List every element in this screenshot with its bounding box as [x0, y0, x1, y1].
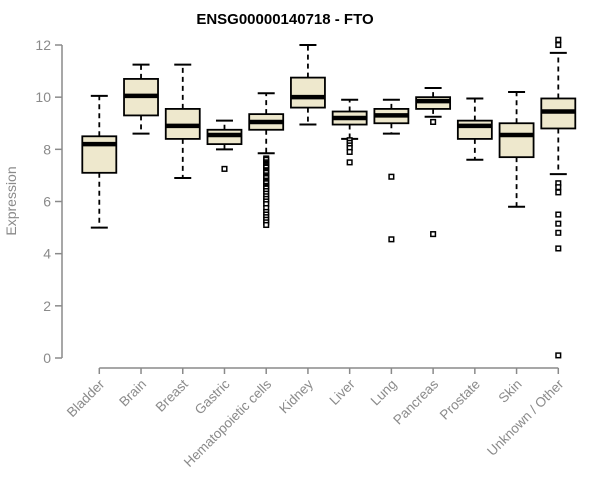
outlier-point	[555, 229, 562, 236]
box-pancreas	[415, 87, 452, 238]
x-category-label-breast: Breast	[153, 376, 191, 414]
box-kidney	[290, 44, 326, 126]
y-tick-label-8: 8	[43, 141, 51, 157]
outlier-point	[555, 41, 562, 49]
y-axis-label: Expression	[3, 166, 19, 235]
x-category-label-wrap: Gastric	[192, 376, 233, 417]
outlier-point	[555, 220, 562, 227]
x-category-label-wrap: Pancreas	[390, 376, 441, 427]
outlier-point	[555, 184, 562, 191]
box-gastric	[206, 119, 243, 172]
x-category-label-brain: Brain	[116, 377, 149, 410]
x-category-label-wrap: Prostate	[437, 377, 483, 423]
chart-title: ENSG00000140718 - FTO	[196, 11, 374, 28]
x-category-label-wrap: Liver	[326, 376, 358, 408]
y-tick-label-10: 10	[35, 89, 51, 105]
outlier-point	[388, 173, 395, 180]
outlier-point	[555, 352, 562, 359]
x-category-label-wrap: Unknown / Other	[484, 376, 567, 459]
box-lung	[373, 98, 410, 243]
x-category-label-unknown-other: Unknown / Other	[484, 376, 567, 459]
box-skin	[498, 90, 535, 208]
x-category-label-prostate: Prostate	[437, 377, 483, 423]
y-tick-label-6: 6	[43, 194, 51, 210]
x-category-label-kidney: Kidney	[276, 376, 316, 416]
outlier-point	[555, 245, 562, 252]
outlier-point	[430, 231, 437, 238]
x-category-label-wrap: Kidney	[276, 376, 316, 416]
outlier-point	[388, 236, 395, 243]
outlier-point	[346, 159, 353, 166]
y-tick-label-0: 0	[43, 350, 51, 366]
outlier-point	[555, 189, 562, 196]
y-tick-label-2: 2	[43, 298, 51, 314]
x-category-label-wrap: Breast	[153, 376, 191, 414]
box-hematopoietic-cells	[248, 92, 285, 229]
box-breast	[164, 63, 201, 180]
box-rect	[290, 76, 326, 109]
outlier-point	[221, 165, 228, 172]
x-category-label-wrap: Skin	[496, 377, 525, 406]
x-category-label-wrap: Brain	[116, 377, 149, 410]
box-rect	[498, 122, 535, 159]
x-category-label-wrap: Bladder	[64, 376, 108, 420]
y-tick-label-12: 12	[35, 37, 51, 53]
outlier-point	[555, 36, 562, 43]
x-category-label-bladder: Bladder	[64, 376, 108, 420]
x-category-label-lung: Lung	[368, 377, 400, 409]
x-category-label-liver: Liver	[326, 376, 358, 408]
box-unknown-other	[540, 36, 577, 359]
x-category-label-gastric: Gastric	[192, 376, 233, 417]
box-rect	[81, 135, 118, 174]
x-category-label-wrap: Lung	[368, 377, 400, 409]
y-tick-label-4: 4	[43, 246, 51, 262]
box-bladder	[81, 94, 118, 229]
box-liver	[331, 98, 368, 166]
outlier-point	[346, 148, 353, 155]
x-category-label-pancreas: Pancreas	[390, 376, 441, 427]
box-brain	[123, 63, 159, 135]
outlier-point	[555, 211, 562, 218]
outlier-point	[263, 221, 270, 229]
box-rect	[456, 119, 493, 140]
outlier-point	[430, 118, 437, 125]
box-prostate	[456, 97, 493, 161]
x-category-label-skin: Skin	[496, 377, 525, 406]
boxes-layer	[81, 36, 577, 359]
